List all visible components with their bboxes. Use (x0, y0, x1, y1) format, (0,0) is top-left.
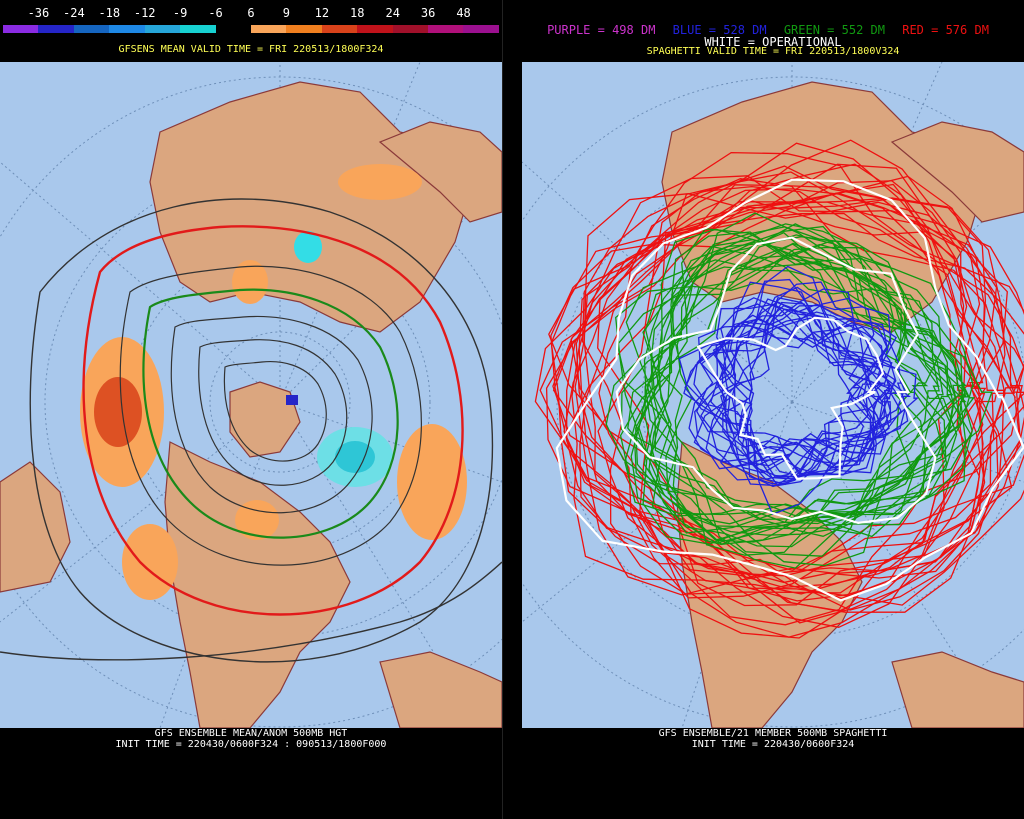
spaghetti-line (534, 198, 1006, 638)
spaghetti-line (693, 303, 912, 488)
colorbar-segment (73, 25, 110, 33)
legend-white: WHITE = OPERATIONAL (704, 35, 842, 49)
spaghetti-line (643, 236, 993, 536)
north-america-landmass (676, 441, 863, 728)
spaghetti-line (722, 281, 907, 487)
asia-west-landmass (0, 461, 71, 593)
colorbar-segment (180, 25, 216, 33)
colorbar-segment (392, 25, 429, 33)
spaghetti-valid-time-title: SPAGHETTI VALID TIME = FRI 220513/1800V3… (646, 46, 900, 57)
spaghetti-line (548, 201, 998, 589)
spaghetti-line (615, 236, 937, 525)
colorbar-segment (321, 25, 358, 33)
legend-green: GREEN = 552 DM (783, 23, 885, 37)
spaghetti-line (616, 246, 942, 538)
colorbar-label: -24 (63, 6, 85, 20)
spaghetti-contours (534, 139, 1024, 639)
legend-blue: BLUE = 528 DM (672, 23, 767, 37)
mean-footer-line2: INIT TIME = 220430/0600F324 : 090513/180… (115, 739, 387, 750)
spaghetti-legend: PURPLE = 498 DM BLUE = 528 DM GREEN = 55… (522, 23, 1024, 37)
spaghetti-line (696, 316, 885, 480)
spaghetti-line (678, 301, 892, 478)
spaghetti-line (550, 163, 1006, 628)
asia-east-landmass (378, 121, 502, 223)
legend-red: RED = 576 DM (902, 23, 989, 37)
ensemble-mean-panel: -36 -24 -18 -12 -9 -6 6 9 12 18 24 36 48 GFSENS MEAN… (0, 0, 503, 819)
spaghetti-line (555, 178, 1024, 602)
spaghetti-line (605, 226, 947, 525)
colorbar-label: 9 (282, 6, 291, 20)
colorbar-segment (215, 25, 251, 33)
spaghetti-line (598, 178, 1015, 599)
colorbar-label: 12 (314, 6, 330, 20)
spaghetti-line (550, 139, 1020, 613)
colorbar-label: -9 (172, 6, 188, 20)
spaghetti-line (651, 223, 975, 546)
colorbar-label: -36 (27, 6, 50, 20)
spaghetti-line (620, 254, 926, 523)
colorbar-label: -18 (98, 6, 121, 20)
height-contours (0, 198, 502, 663)
spaghetti-line (627, 243, 948, 519)
colorbar-segment (286, 25, 322, 33)
colorbar-label: 36 (420, 6, 436, 20)
spaghetti-line (563, 180, 984, 600)
colorbar-segment (144, 25, 181, 33)
mean-footer-line1: GFS ENSEMBLE MEAN/ANOM 500MB HGT (154, 728, 348, 739)
spaghetti-map (522, 62, 1024, 728)
landmasses (0, 81, 502, 728)
colorbar-segment (463, 25, 499, 33)
colorbar-label: 6 (247, 6, 255, 20)
mean-valid-time-title: GFSENS MEAN VALID TIME = FRI 220513/1800… (118, 44, 384, 55)
spaghetti-line (630, 223, 967, 516)
spaghetti-line (583, 193, 1023, 626)
south-america-landmass (891, 651, 1024, 728)
spaghetti-line (722, 314, 891, 478)
greenland-landmass (229, 381, 301, 458)
anomaly-shading (80, 164, 467, 600)
north-america-landmass (164, 441, 351, 728)
colorbar-segment (3, 25, 39, 33)
spaghetti-line (597, 212, 1024, 595)
colorbar-label: -6 (208, 6, 223, 20)
colorbar-segment (357, 25, 393, 33)
spaghetti-line (724, 296, 880, 474)
spaghetti-line (571, 142, 1024, 606)
colorbar-label: 18 (350, 6, 365, 20)
colorbar-segment (428, 25, 464, 33)
colorbar-labels: -36 -24 -18 -12 -9 -6 6 9 12 18 24 36 48 (0, 6, 502, 22)
spaghetti-line (651, 241, 948, 544)
spaghetti-line (710, 318, 897, 516)
spaghetti-line (545, 165, 999, 577)
spaghetti-footer-line1: GFS ENSEMBLE/21 MEMBER 500MB SPAGHETTI (658, 728, 888, 739)
spaghetti-panel: PURPLE = 498 DM BLUE = 528 DM GREEN = 55… (522, 0, 1024, 819)
colorbar-label: -12 (133, 6, 156, 20)
mean-anomaly-map (0, 62, 502, 728)
anomaly-colorbar (3, 25, 499, 33)
colorbar-segment (38, 25, 74, 33)
spaghetti-line (698, 311, 884, 475)
spaghetti-line (579, 163, 1021, 611)
colorbar-segment (250, 25, 287, 33)
spaghetti-line (715, 297, 897, 485)
colorbar-segment (109, 25, 145, 33)
south-america-landmass (379, 651, 502, 728)
spaghetti-line (539, 184, 986, 584)
colorbar-label: 48 (456, 6, 471, 20)
asia-east-landmass (890, 121, 1024, 223)
legend-purple: PURPLE = 498 DM (547, 23, 656, 37)
spaghetti-line (683, 317, 889, 480)
colorbar-label: 24 (385, 6, 400, 20)
mean-anomaly-map-svg (0, 62, 502, 728)
spaghetti-line (648, 234, 955, 534)
spaghetti-map-svg (522, 62, 1024, 728)
spaghetti-footer-line2: INIT TIME = 220430/0600F324 (691, 739, 855, 750)
